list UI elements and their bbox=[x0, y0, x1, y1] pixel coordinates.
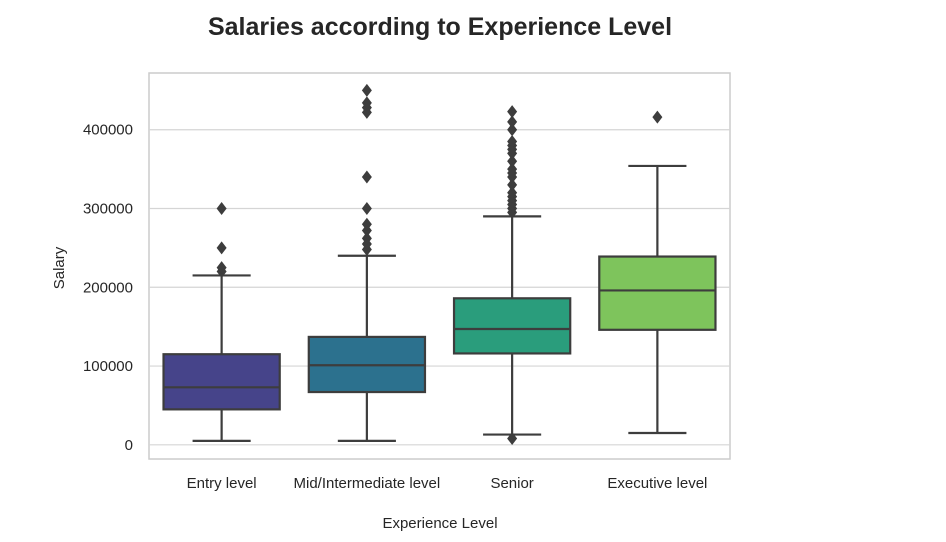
outlier-point bbox=[507, 162, 518, 176]
outlier-point bbox=[361, 217, 372, 231]
outlier-point bbox=[216, 241, 227, 255]
box-3 bbox=[452, 105, 572, 446]
outlier-point bbox=[507, 105, 518, 119]
chart-title: Salaries according to Experience Level bbox=[208, 13, 672, 41]
box-plots bbox=[162, 83, 717, 446]
x-axis-label: Experience Level bbox=[382, 515, 497, 532]
x-tick-label: Executive level bbox=[607, 475, 707, 492]
iqr-box bbox=[162, 353, 281, 411]
x-tick-label: Senior bbox=[490, 475, 533, 492]
y-tick-label: 300000 bbox=[83, 200, 133, 217]
outlier-point bbox=[652, 110, 663, 124]
outlier-point bbox=[361, 96, 372, 110]
outlier-point bbox=[507, 186, 518, 200]
y-tick-labels: 0 100000 200000 300000 400000 bbox=[83, 122, 133, 454]
y-tick-label: 400000 bbox=[83, 122, 133, 139]
outlier-point bbox=[507, 178, 518, 192]
outlier-point bbox=[361, 83, 372, 97]
outlier-point bbox=[361, 170, 372, 184]
outlier-point bbox=[507, 154, 518, 168]
y-tick-label: 100000 bbox=[83, 358, 133, 375]
box-4 bbox=[598, 110, 717, 435]
outlier-point bbox=[507, 115, 518, 129]
iqr-box bbox=[598, 255, 717, 331]
x-tick-labels: Entry level Mid/Intermediate level Senior E… bbox=[187, 475, 708, 492]
y-axis-label: Salary bbox=[51, 246, 68, 289]
outlier-point bbox=[507, 123, 518, 137]
box-1 bbox=[162, 201, 281, 442]
outlier-point bbox=[216, 201, 227, 215]
outlier-point bbox=[507, 432, 518, 446]
box-2 bbox=[307, 83, 427, 442]
x-tick-label: Mid/Intermediate level bbox=[294, 475, 441, 492]
outlier-point bbox=[361, 231, 372, 245]
outlier-point bbox=[216, 261, 227, 275]
outlier-point bbox=[507, 135, 518, 149]
y-tick-label: 200000 bbox=[83, 279, 133, 296]
outlier-point bbox=[361, 201, 372, 215]
y-tick-label: 0 bbox=[125, 437, 133, 454]
iqr-box bbox=[452, 297, 572, 355]
x-tick-label: Entry level bbox=[187, 475, 257, 492]
